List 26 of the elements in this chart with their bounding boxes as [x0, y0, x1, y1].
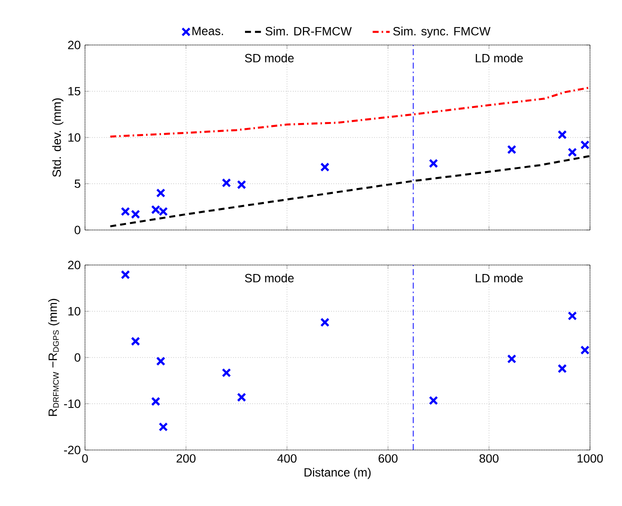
annotation: LD mode: [476, 274, 523, 282]
y-axis-title: R$_{DRFMCW}$ −R$_{DGPS}$ (mm): [48, 298, 60, 416]
x-tick-label: 0: [82, 454, 88, 463]
x-tick-label: 800: [480, 454, 499, 463]
y-tick-label: 0: [74, 353, 80, 362]
y-tick-label: 5: [74, 180, 80, 188]
y-tick-label: 0: [74, 226, 80, 234]
legend-label: Sim. DR-FMCW: [266, 26, 352, 36]
x-tick-label: 400: [277, 454, 297, 463]
annotation: SD mode: [244, 274, 294, 282]
y-tick-label: 10: [68, 133, 80, 142]
y-axis-title: Std. dev. (mm): [52, 98, 64, 177]
y-tick-label: 10: [68, 307, 80, 316]
annotation: SD mode: [244, 54, 294, 62]
x-axis-title: Distance (m): [304, 468, 371, 479]
y-tick-label: 20: [68, 260, 80, 270]
x-tick-label: 200: [176, 454, 196, 463]
annotation: LD mode: [476, 54, 523, 62]
legend-label: Meas.: [192, 26, 223, 36]
x-tick-label: 600: [378, 454, 398, 463]
y-tick-label: -20: [64, 446, 80, 454]
y-tick-label: -10: [64, 400, 80, 408]
x-tick-label: 1000: [578, 454, 603, 463]
legend-label: Sim. sync. FMCW: [393, 26, 490, 38]
y-tick-label: 20: [68, 40, 80, 50]
y-tick-label: 15: [68, 87, 80, 96]
